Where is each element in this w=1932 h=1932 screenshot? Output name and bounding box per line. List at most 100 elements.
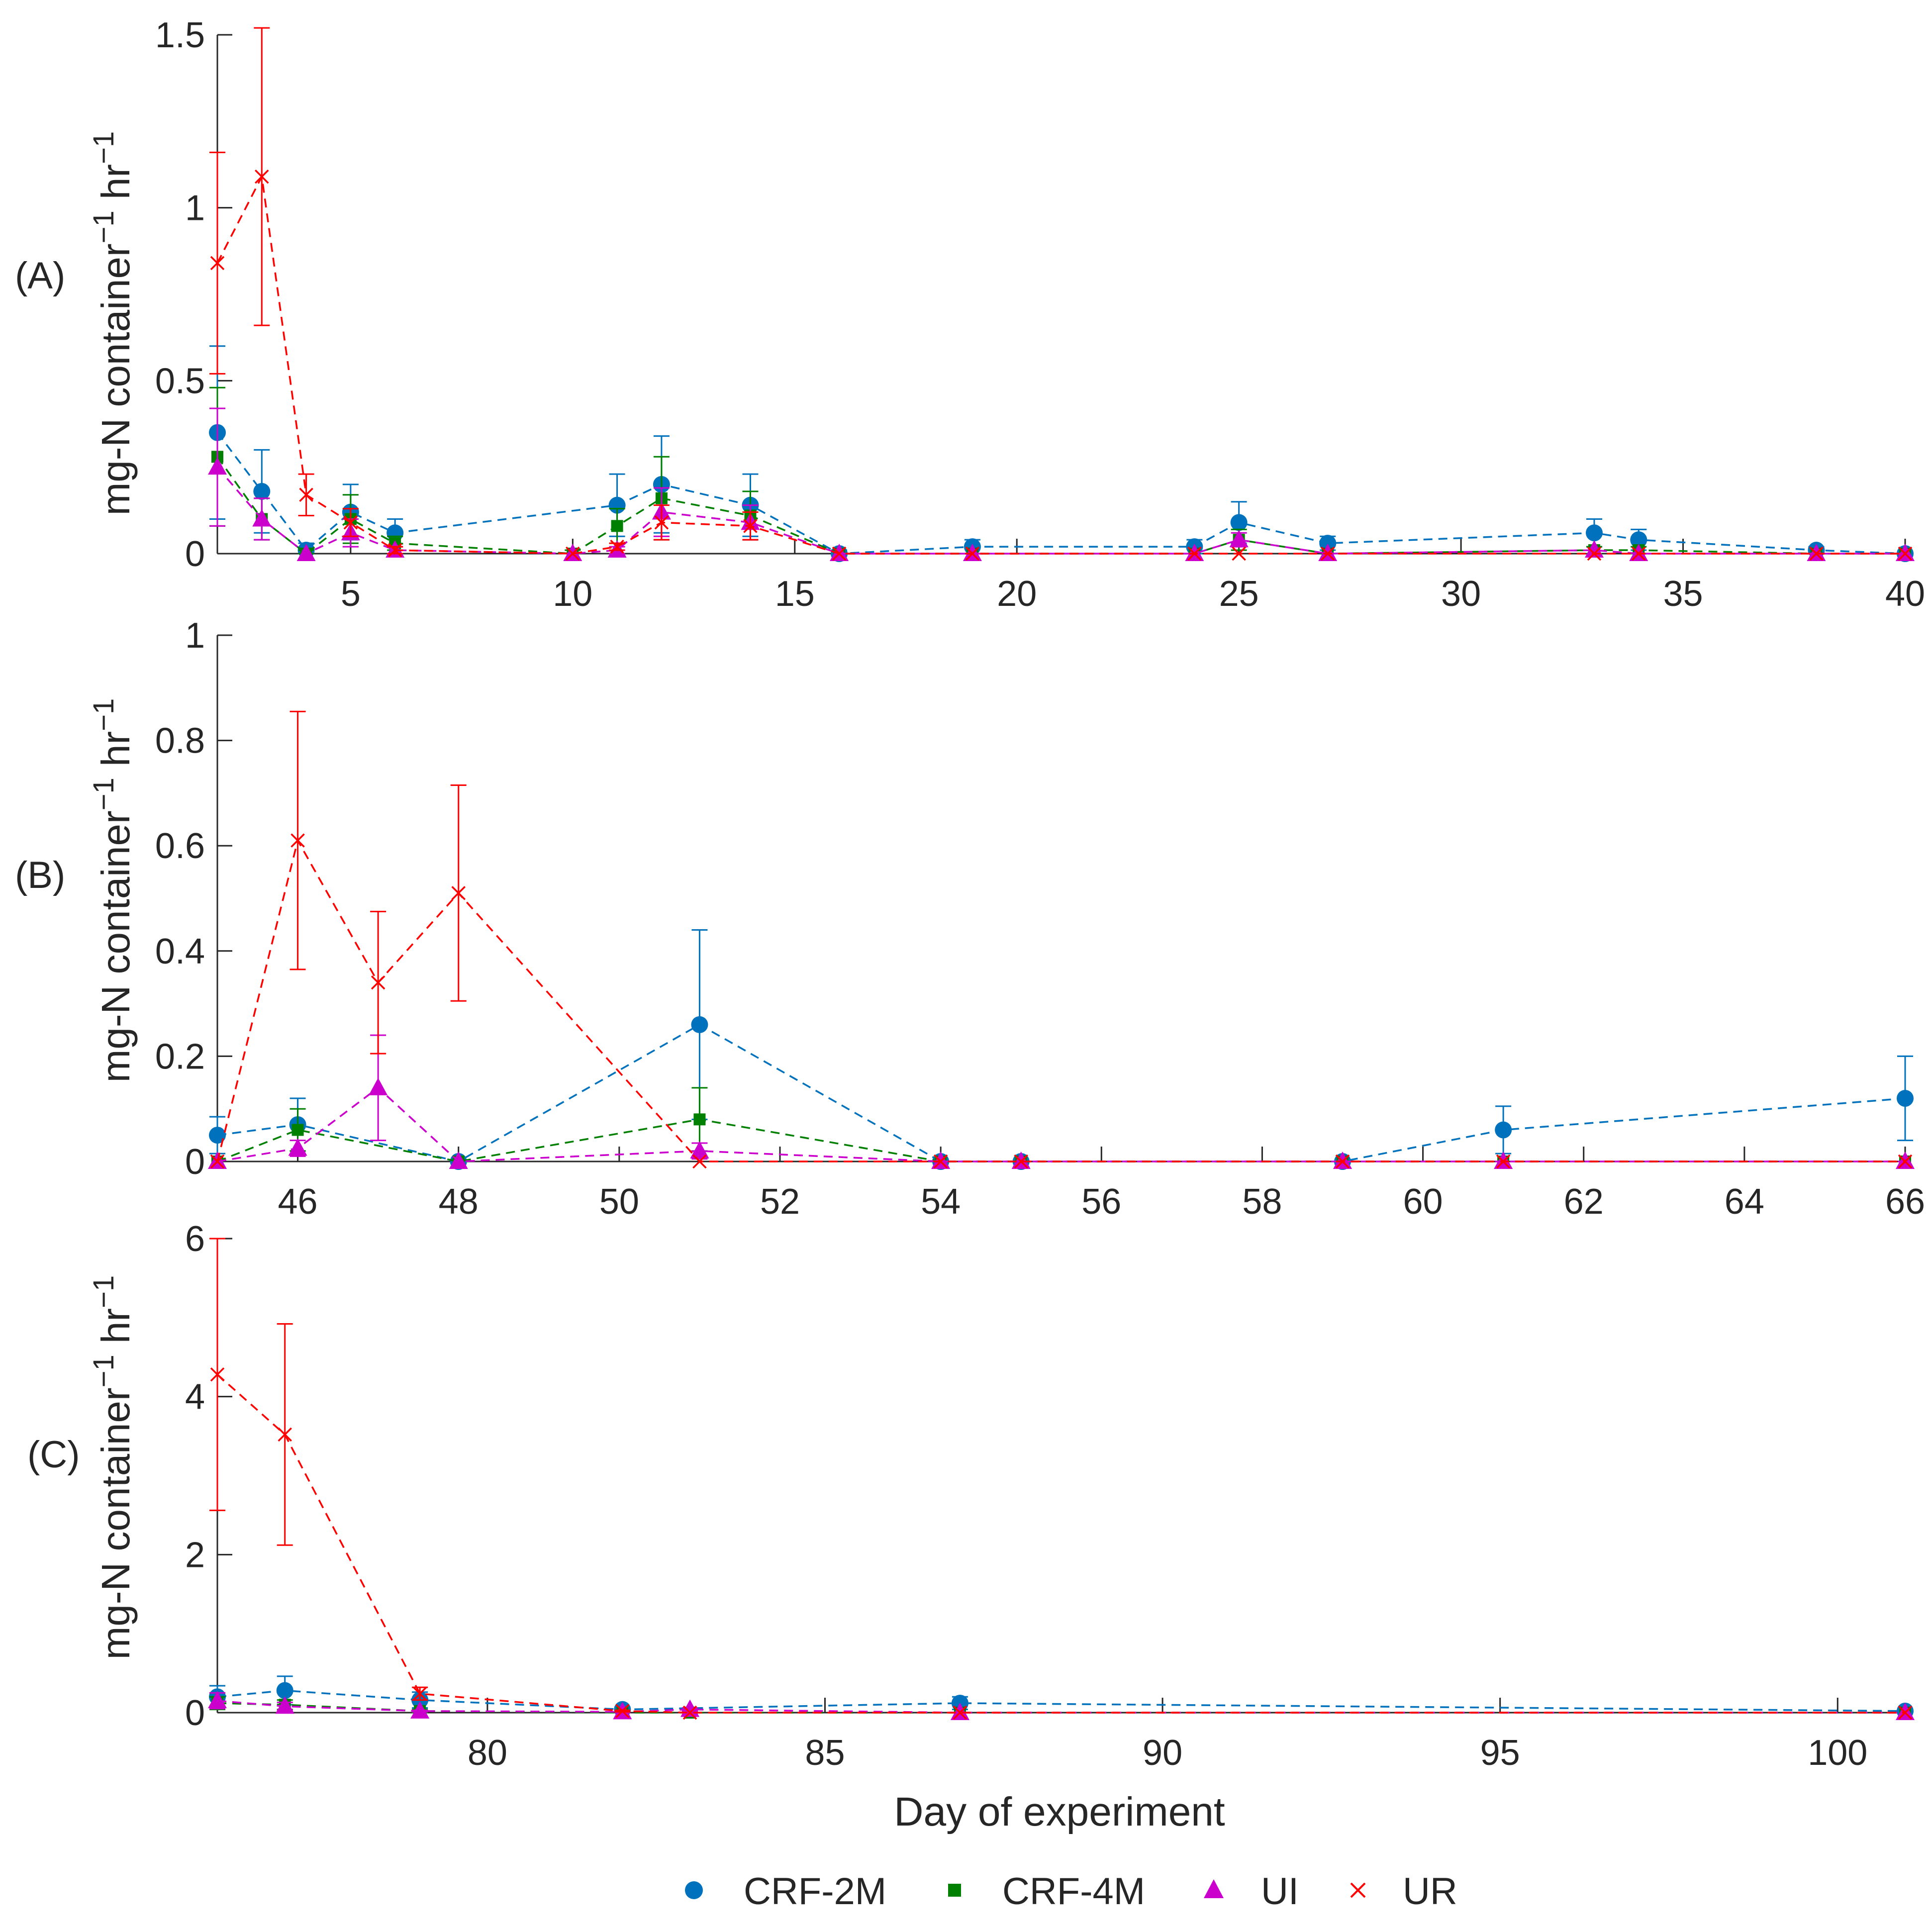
x-tick-label: 56 xyxy=(1081,1182,1121,1222)
data-point-ui xyxy=(252,509,272,527)
data-point-ur xyxy=(610,539,624,554)
x-tick-label: 20 xyxy=(997,574,1037,614)
data-point-ur xyxy=(290,833,305,848)
data-point-ur xyxy=(953,1705,967,1720)
data-point-crf-2m xyxy=(691,1016,708,1033)
data-point-ui xyxy=(830,544,849,561)
data-point-ur xyxy=(1809,546,1824,561)
x-tick-label: 95 xyxy=(1480,1733,1520,1773)
series-line-crf-4m xyxy=(216,456,1905,555)
data-point-ur xyxy=(210,1367,225,1382)
data-point-crf-2m xyxy=(1230,514,1248,531)
data-point-ui xyxy=(1494,1152,1513,1169)
x-tick-label: 52 xyxy=(760,1182,800,1222)
x-tick-label: 64 xyxy=(1725,1182,1764,1222)
data-point-ur xyxy=(682,1705,697,1720)
data-point-crf-2m xyxy=(1897,1090,1914,1107)
data-point-ur xyxy=(832,546,847,561)
y-axis-label-main: mg-N container xyxy=(94,810,138,1082)
panel-label-b: (B) xyxy=(15,854,65,896)
data-point-crf-2m xyxy=(1630,531,1647,549)
y-tick-label: 1.5 xyxy=(155,15,205,55)
data-point-ur xyxy=(412,1686,427,1701)
y-tick-label: 0.4 xyxy=(155,932,205,971)
legend-marker-ui xyxy=(1204,1879,1224,1898)
data-point-ur xyxy=(933,1154,948,1169)
data-point-ui xyxy=(410,1701,430,1719)
data-point-ur xyxy=(210,256,225,271)
data-point-ui xyxy=(1807,544,1826,561)
data-point-crf-4m xyxy=(693,1113,706,1126)
y-axis-label-c: mg-N container−1 hr−1 xyxy=(88,1275,138,1660)
x-tick-label: 5 xyxy=(341,574,361,614)
panel-label-a: (A) xyxy=(15,255,65,297)
data-point-crf-2m xyxy=(253,483,271,500)
x-tick-label: 30 xyxy=(1441,574,1481,614)
y-tick-label: 0 xyxy=(185,1142,205,1182)
x-tick-label: 40 xyxy=(1885,574,1925,614)
panel-a: (A) mg-N container−1 hr−1 5 10 15 20 25 30 35 4… xyxy=(15,15,1925,614)
data-point-ur xyxy=(965,546,980,561)
x-tick-label: 25 xyxy=(1219,574,1259,614)
data-point-ur xyxy=(451,886,466,900)
data-point-ur xyxy=(1014,1154,1028,1169)
legend-marker-ur xyxy=(1350,1882,1366,1898)
series-line-crf-2m xyxy=(217,1689,1906,1712)
y-axis-label-exponent: −1 xyxy=(88,698,120,731)
data-point-crf-2m xyxy=(1319,535,1337,552)
data-point-ui xyxy=(1229,530,1249,548)
y-tick-label: 0.6 xyxy=(155,826,205,866)
data-point-ui xyxy=(1333,1152,1352,1169)
data-point-ui xyxy=(449,1152,468,1169)
x-tick-label: 90 xyxy=(1143,1733,1182,1773)
data-point-ui xyxy=(208,457,227,475)
x-tick-label: 10 xyxy=(553,574,592,614)
y-axis-label-unit: hr xyxy=(94,731,138,777)
x-tick-label: 62 xyxy=(1564,1182,1604,1222)
data-point-ui xyxy=(563,544,582,561)
data-point-ur xyxy=(343,515,358,530)
x-tick-label: 100 xyxy=(1808,1733,1867,1773)
data-point-crf-2m xyxy=(1495,1121,1512,1139)
data-point-ur xyxy=(1898,1705,1913,1720)
y-tick-label: 0 xyxy=(185,1693,205,1733)
legend: CRF-2M CRF-4M UI UR xyxy=(685,1870,1457,1913)
panel-b: (B) mg-N container−1 hr−1 46 48 50 52 54 56 58… xyxy=(15,616,1925,1222)
data-point-ui xyxy=(1318,544,1338,561)
axes-b: 46 48 50 52 54 56 58 60 62 64 66 0 0.2 0.4 0.6 0.8 1 xyxy=(155,616,1925,1222)
series-ur-b xyxy=(210,710,1913,1169)
x-axis-label: Day of experiment xyxy=(894,1789,1225,1835)
x-tick-label: 35 xyxy=(1663,574,1703,614)
data-point-ur xyxy=(1898,546,1913,561)
data-point-ui xyxy=(296,544,316,561)
data-point-ui xyxy=(275,1696,294,1714)
legend-label-ur: UR xyxy=(1403,1870,1457,1913)
y-tick-label: 1 xyxy=(185,189,205,228)
data-point-ur xyxy=(743,519,758,533)
y-axis-label-main: mg-N container xyxy=(94,1387,138,1659)
data-point-ui xyxy=(931,1152,951,1169)
data-point-crf-2m xyxy=(386,524,404,542)
series-line-ui xyxy=(217,1086,1905,1162)
panel-label-c: (C) xyxy=(27,1434,80,1476)
y-axis-label-b: mg-N container−1 hr−1 xyxy=(88,698,138,1083)
data-point-ur xyxy=(1496,1154,1511,1169)
data-point-crf-2m xyxy=(276,1682,293,1699)
series-line-crf-2m xyxy=(217,1023,1906,1162)
series-ui-b xyxy=(208,1034,1915,1169)
x-tick-label: 15 xyxy=(775,574,815,614)
data-point-ur xyxy=(1632,546,1646,561)
data-point-ur xyxy=(299,487,313,502)
y-axis-label-main: mg-N container xyxy=(94,243,138,515)
panel-c: (C) mg-N container−1 hr−1 Day of experim… xyxy=(27,1219,1915,1835)
axes-a: 5 10 15 20 25 30 35 40 0 0.5 1 1.5 xyxy=(155,15,1925,614)
data-point-ui xyxy=(690,1141,709,1159)
x-tick-label: 60 xyxy=(1403,1182,1443,1222)
y-tick-label: 0 xyxy=(185,534,205,574)
data-point-ur xyxy=(615,1704,630,1719)
y-axis-label-exponent: −1 xyxy=(88,1275,120,1308)
data-point-ur xyxy=(255,169,269,184)
data-point-ur xyxy=(1321,546,1335,561)
